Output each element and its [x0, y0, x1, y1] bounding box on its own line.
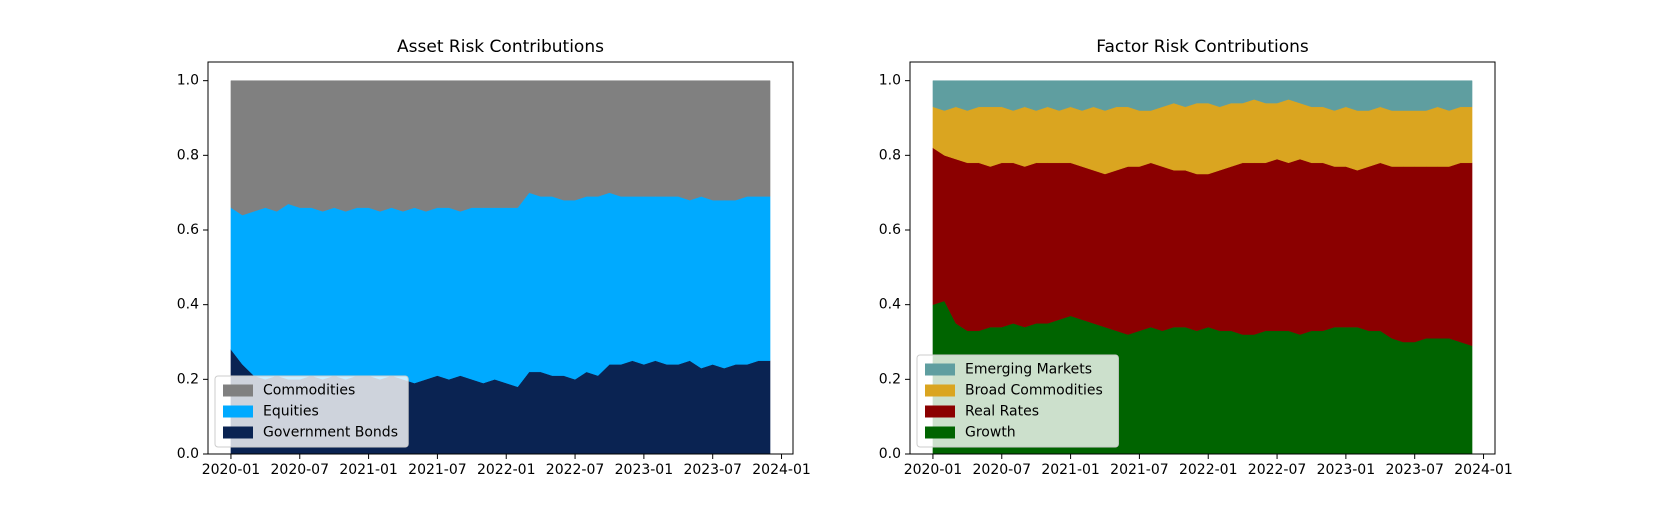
legend-swatch — [925, 384, 955, 397]
x-tick-label: 2020-01 — [904, 462, 963, 478]
legend-swatch — [223, 384, 253, 397]
legend-label: Growth — [965, 425, 1016, 441]
legend-swatch — [925, 426, 955, 439]
y-tick-label: 0.0 — [177, 446, 199, 462]
legend-box — [916, 354, 1119, 448]
legend-swatch — [925, 363, 955, 376]
x-tick-label: 2023-07 — [683, 462, 742, 478]
legend-swatch — [925, 405, 955, 418]
x-tick-label: 2021-07 — [1110, 462, 1169, 478]
y-tick-label: 0.4 — [879, 297, 901, 313]
y-tick-label: 1.0 — [177, 73, 199, 89]
x-tick-label: 2024-01 — [752, 462, 811, 478]
x-tick-label: 2021-01 — [1041, 462, 1100, 478]
x-tick-label: 2020-01 — [202, 462, 261, 478]
area — [932, 80, 1473, 111]
x-tick-label: 2022-07 — [1248, 462, 1307, 478]
x-tick-label: 2020-07 — [973, 462, 1032, 478]
y-tick-label: 0.2 — [879, 371, 901, 387]
legend-label: Real Rates — [965, 404, 1039, 420]
chart-title: Factor Risk Contributions — [1096, 37, 1309, 57]
legend-swatch — [223, 426, 253, 439]
x-tick-label: 2022-01 — [477, 462, 536, 478]
y-tick-label: 0.6 — [177, 222, 199, 238]
x-tick-label: 2024-01 — [1454, 462, 1513, 478]
x-tick-label: 2021-07 — [408, 462, 467, 478]
x-tick-label: 2023-07 — [1385, 462, 1444, 478]
legend-label: Emerging Markets — [965, 362, 1092, 378]
chart-title: Asset Risk Contributions — [397, 37, 604, 57]
legend: Commodities Equities Government Bonds — [214, 375, 409, 448]
y-tick-label: 0.0 — [879, 446, 901, 462]
area — [932, 147, 1473, 347]
legend-label: Commodities — [263, 383, 355, 399]
x-tick-label: 2021-01 — [339, 462, 398, 478]
x-tick-label: 2022-07 — [546, 462, 605, 478]
x-tick-label: 2023-01 — [1317, 462, 1376, 478]
axes-frame — [207, 61, 794, 455]
area — [230, 192, 771, 388]
legend-swatch — [223, 405, 253, 418]
legend-label: Equities — [263, 404, 319, 420]
y-tick-label: 0.2 — [177, 371, 199, 387]
y-tick-label: 0.6 — [879, 222, 901, 238]
y-tick-label: 0.8 — [879, 147, 901, 163]
axes-frame — [909, 61, 1496, 455]
subplot: Factor Risk Contributions 0.0 0.2 0.4 0.6 0.8… — [879, 37, 1513, 478]
x-tick-label: 2022-01 — [1179, 462, 1238, 478]
y-tick-label: 0.4 — [177, 297, 199, 313]
legend-label: Broad Commodities — [965, 383, 1103, 399]
subplot: Asset Risk Contributions 0.0 0.2 0.4 0.6 0.8 1… — [177, 37, 811, 478]
legend: Emerging Markets Broad Commodities Real Ra… — [916, 354, 1119, 448]
legend-label: Government Bonds — [263, 425, 398, 441]
y-tick-label: 1.0 — [879, 73, 901, 89]
y-tick-label: 0.8 — [177, 147, 199, 163]
legend-box — [214, 375, 409, 448]
x-tick-label: 2023-01 — [615, 462, 674, 478]
x-tick-label: 2020-07 — [271, 462, 330, 478]
area — [230, 80, 771, 216]
